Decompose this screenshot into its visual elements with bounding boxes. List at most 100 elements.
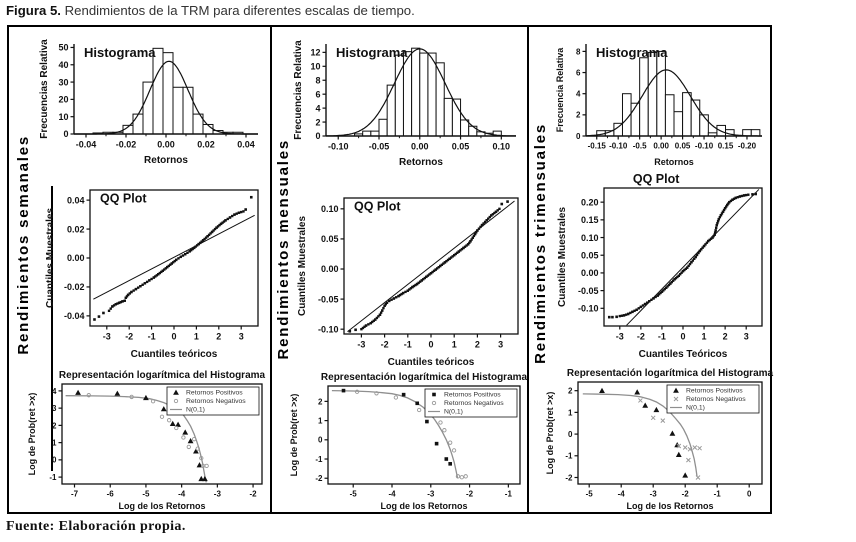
hist-mensuales-panel: -0.10 -0.05 0.00 0.05 0.10 0 2 4 6 8 10 12 Retornos F…: [292, 30, 524, 168]
qq-points: [107, 210, 245, 313]
x-tick-label: -2: [466, 490, 474, 499]
hist-semanales-panel: -0.04 -0.02 0.00 0.02 0.04 0 10 20 30 40 50 Retorno…: [38, 30, 266, 166]
x-tick-label: 0: [680, 332, 685, 342]
column1-axis-remnant-line: [51, 186, 53, 471]
histogram-bars: [596, 50, 761, 137]
x-tick-label: 2: [475, 340, 480, 350]
negative-returns-points: [638, 398, 702, 480]
legend-label: Retornos Negativos: [186, 398, 246, 405]
source-caption: Fuente: Elaboración propia.: [6, 519, 186, 534]
axes: -5 -4 -3 -2 -1 -2 -1 0 1 2: [315, 385, 521, 499]
y-tick-label: 2: [576, 111, 581, 120]
figure-caption-text: Rendimientos de la TRM para diferentes e…: [60, 3, 415, 18]
axes: -3 -2 -1 0 1 2 3 -0.10 -0.05 0.00 0.05 0.10: [318, 197, 519, 350]
negative-returns-points: [354, 389, 468, 480]
x-tick-label: -1: [714, 490, 722, 499]
x-tick-label: -5: [586, 490, 594, 499]
y-tick-label: 8: [315, 75, 320, 85]
log-mensuales-panel: -5 -4 -3 -2 -1 -2 -1 0 1 2 Log de los Retornos Log …: [288, 368, 528, 512]
log-mensuales-ylabel: Log de Prob(ret >x): [289, 394, 299, 477]
y-tick-label: -1: [565, 452, 573, 461]
legend-label: Retornos Positivos: [186, 390, 243, 397]
y-tick-label: 0.00: [581, 268, 599, 278]
legend-label: Retornos Negativos: [686, 396, 746, 403]
x-tick-label: -2: [381, 340, 389, 350]
x-tick-label: 0: [428, 340, 433, 350]
y-tick-label: 20: [58, 95, 68, 105]
legend-label: N(0,1): [186, 407, 205, 414]
x-tick-label: 0.15: [718, 142, 734, 151]
qq-mensuales-xlabel: Cuantiles teóricos: [388, 357, 475, 368]
axes: -3 -2 -1 0 1 2 3 -0.04 -0.02 0.00 0.02 0.04: [64, 189, 259, 342]
log-mensuales-svg: -5 -4 -3 -2 -1 -2 -1 0 1 2 Log de los Retornos Log …: [289, 372, 528, 511]
qq-semanales-svg: -3 -2 -1 0 1 2 3 -0.04 -0.02 0.00 0.02 0.04 Cuantile…: [45, 189, 259, 360]
histogram-bars: [92, 47, 244, 135]
qq-mensuales-title: QQ Plot: [354, 200, 401, 214]
qq-reference-line: [93, 214, 255, 300]
qq-semanales-panel: -3 -2 -1 0 1 2 3 -0.04 -0.02 0.00 0.02 0.04 Cuantile…: [44, 182, 268, 360]
x-tick-label: -0.20: [738, 142, 757, 151]
qq-trimensuales-panel: -3 -2 -1 0 1 2 3 -0.10 -0.05 0.00 0.05 0.10 0.15 0.20…: [556, 170, 770, 360]
y-tick-label: 8: [576, 47, 581, 56]
log-semanales-ylabel: Log de Prob(ret >x): [27, 393, 37, 476]
y-tick-label: 4: [315, 103, 320, 113]
y-tick-label: 0.04: [67, 195, 85, 205]
y-tick-label: 40: [58, 60, 68, 70]
qq-reference-line: [347, 200, 515, 332]
x-tick-label: -6: [107, 490, 115, 499]
x-tick-label: -3: [427, 490, 435, 499]
hist-mensuales-xlabel: Retornos: [399, 157, 443, 168]
y-tick-label: 0.00: [67, 253, 85, 263]
negative-returns-points: [86, 393, 209, 469]
y-tick-label: 3: [52, 404, 57, 413]
x-tick-label: -0.04: [76, 140, 97, 150]
y-tick-label: 30: [58, 77, 68, 87]
x-tick-label: 0: [747, 490, 752, 499]
axes: -0.15 -0.10 -0.5 0.00 0.05 -0.10 0.15 -0.200246…: [576, 44, 762, 151]
axes: -5 -4 -3 -2 -1 0 -2 -1 0 1 2: [565, 381, 763, 499]
x-tick-label: -4: [388, 490, 396, 499]
y-tick-label: 4: [576, 90, 581, 99]
y-tick-label: -0.10: [318, 324, 339, 334]
x-tick-label: -7: [71, 490, 79, 499]
y-tick-label: -0.05: [318, 294, 339, 304]
hist-trimensuales-title: Histograma: [596, 45, 668, 60]
x-tick-label: -0.05: [369, 142, 390, 152]
histogram-bars: [354, 47, 502, 137]
y-tick-label: 1: [318, 416, 323, 425]
qq-semanales-title: QQ Plot: [100, 192, 147, 206]
x-tick-label: -3: [650, 490, 658, 499]
y-tick-label: 0.00: [321, 264, 339, 274]
y-tick-label: -0.02: [64, 282, 85, 292]
x-tick-label: -5: [350, 490, 358, 499]
x-tick-label: 0.02: [197, 140, 215, 150]
x-tick-label: 0.00: [411, 142, 429, 152]
axes: -0.04 -0.02 0.00 0.02 0.04 0 10 20 30 40 50: [58, 43, 258, 150]
qq-reference-line: [626, 189, 760, 326]
log-semanales-panel: -7 -6 -5 -4 -3 -2 -1 0 1 2 3 4 Log de los Retornos Lo…: [26, 366, 268, 512]
y-tick-label: -2: [315, 474, 323, 483]
y-tick-label: 10: [58, 112, 68, 122]
legend-label: Retornos Negativos: [444, 400, 504, 407]
hist-mensuales-svg: -0.10 -0.05 0.00 0.05 0.10 0 2 4 6 8 10 12 Retornos F…: [293, 40, 516, 168]
qq-trimensuales-title: QQ Plot: [633, 172, 680, 186]
log-semanales-svg: -7 -6 -5 -4 -3 -2 -1 0 1 2 3 4 Log de los Retornos Lo…: [27, 370, 266, 511]
hist-trimensuales-panel: -0.15 -0.10 -0.5 0.00 0.05 -0.10 0.15 -0.20 0 2 4 6…: [554, 30, 770, 168]
y-tick-label: 0: [318, 436, 323, 445]
y-tick-label: 2: [315, 117, 320, 127]
y-tick-label: 0: [568, 430, 573, 439]
hist-trimensuales-xlabel: Retornos: [654, 157, 694, 167]
y-tick-label: 10: [310, 62, 320, 72]
log-trimensuales-xlabel: Log de los Retornos: [626, 501, 713, 511]
x-tick-label: 0.00: [157, 140, 175, 150]
qq-trimensuales-svg: -3 -2 -1 0 1 2 3 -0.10 -0.05 0.00 0.05 0.10 0.15 0.20…: [557, 172, 763, 360]
legend-label: N(0,1): [444, 409, 463, 416]
positive-returns-points: [75, 389, 208, 482]
x-tick-label: -4: [618, 490, 626, 499]
x-tick-label: -1: [148, 332, 156, 342]
log-semanales-xlabel: Log de los Retornos: [118, 501, 205, 511]
y-tick-label: 1: [568, 408, 573, 417]
hist-semanales-title: Histograma: [84, 45, 156, 60]
